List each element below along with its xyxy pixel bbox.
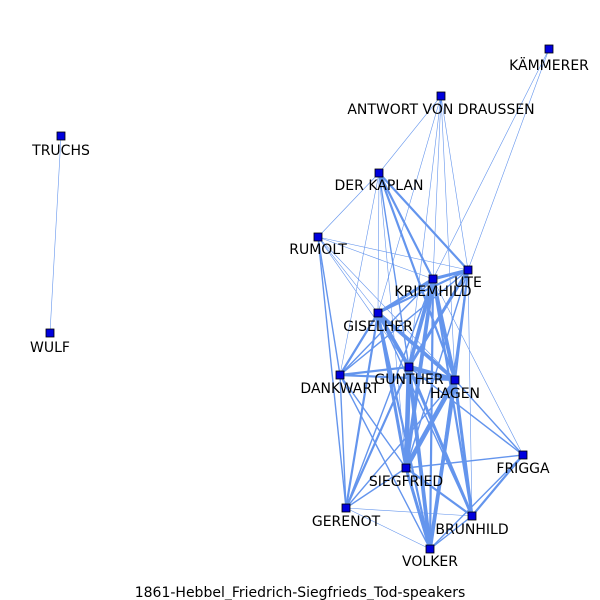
edge-ute-dankwart: [339, 269, 469, 376]
node-label-frigga: FRIGGA: [496, 461, 550, 477]
edge-gunther-brunhild: [407, 365, 474, 518]
edge-kaplan-hagen: [377, 171, 457, 382]
node-kammerer: [544, 44, 554, 54]
edge-siegfried-volker: [404, 466, 432, 551]
node-label-wulf: WULF: [30, 340, 70, 356]
node-frigga: [518, 450, 528, 460]
node-gerenot: [341, 503, 351, 513]
edge-truchs-wulf: [49, 135, 62, 334]
edges-layer: [49, 48, 550, 551]
edge-rumolt-ute: [317, 236, 469, 271]
edge-hagen-dankwart: [338, 373, 457, 382]
edge-antwort-ute: [440, 95, 469, 271]
edge-giselher-hagen: [376, 311, 457, 382]
node-label-dankwart: DANKWART: [300, 381, 380, 397]
edge-antwort-gunther: [408, 95, 442, 368]
node-truchs: [56, 131, 66, 141]
edge-giselher-gerenot: [344, 311, 380, 510]
edge-frigga-volker: [429, 454, 524, 550]
edge-kaplan-kriemhild: [377, 171, 435, 281]
edge-brunhild-gerenot: [345, 507, 473, 517]
edge-kaplan-ute: [377, 171, 470, 272]
edge-gunther-dankwart: [338, 365, 411, 377]
node-ute: [463, 265, 473, 275]
node-label-giselher: GISELHER: [343, 319, 413, 335]
node-siegfried: [401, 463, 411, 473]
edge-gunther-gerenot: [344, 365, 411, 510]
node-label-kriemhild: KRIEMHILD: [394, 284, 471, 300]
node-label-volker: VOLKER: [402, 554, 458, 570]
node-brunhild: [467, 511, 477, 521]
edge-hagen-frigga: [454, 379, 524, 456]
edge-rumolt-kriemhild: [317, 236, 434, 280]
edge-kammerer-ute: [467, 48, 550, 271]
node-label-gunther: GUNTHER: [374, 372, 443, 388]
edge-hagen-siegfried: [403, 377, 458, 471]
edge-siegfried-frigga: [405, 454, 524, 469]
edge-rumolt-gerenot: [317, 236, 347, 509]
edge-rumolt-gunther: [317, 236, 410, 368]
node-label-antwort: ANTWORT VON DRAUSSEN: [347, 102, 534, 118]
edge-hagen-gerenot: [345, 379, 456, 509]
edge-hagen-brunhild: [453, 378, 474, 518]
node-label-siegfried: SIEGFRIED: [369, 474, 443, 490]
nodes-layer: [45, 44, 554, 554]
edge-antwort-kaplan: [378, 95, 442, 174]
node-label-truchs: TRUCHS: [31, 143, 90, 159]
node-label-rumolt: RUMOLT: [289, 242, 347, 258]
graph-title: 1861-Hebbel_Friedrich-Siegfrieds_Tod-spe…: [135, 585, 466, 600]
edge-gunther-hagen: [406, 364, 458, 383]
node-label-gerenot: GERENOT: [312, 514, 381, 530]
edge-ute-brunhild: [467, 269, 473, 517]
edge-giselher-volker: [376, 311, 432, 551]
node-label-kaplan: DER KAPLAN: [335, 178, 424, 194]
edge-ute-giselher: [376, 268, 470, 315]
edge-kaplan-rumolt: [317, 172, 380, 238]
edge-siegfried-brunhild: [404, 466, 474, 518]
node-dankwart: [335, 370, 345, 380]
edge-kaplan-dankwart: [339, 172, 380, 376]
node-antwort: [436, 91, 446, 101]
node-label-brunhild: BRUNHILD: [435, 522, 508, 538]
edge-giselher-gunther: [376, 311, 411, 369]
node-label-hagen: HAGEN: [430, 386, 480, 402]
node-gunther: [404, 362, 414, 372]
node-kriemhild: [428, 274, 438, 284]
labels-layer: KÄMMERER ANTWORT VON DRAUSSEN TRUCHS DER KA…: [30, 56, 589, 570]
node-volker: [425, 544, 435, 554]
edge-gunther-siegfried: [403, 364, 412, 471]
edge-kriemhild-frigga: [432, 278, 524, 456]
edge-antwort-hagen: [440, 95, 456, 381]
edge-antwort-kriemhild: [432, 95, 442, 280]
node-wulf: [45, 328, 55, 338]
node-kaplan: [374, 168, 384, 178]
edge-gunther-frigga: [408, 366, 524, 456]
edge-kriemhild-volker: [428, 277, 435, 551]
edge-volker-gerenot: [345, 507, 431, 550]
edge-siegfried-gerenot: [345, 467, 407, 509]
edge-rumolt-dankwart: [317, 236, 341, 376]
edge-brunhild-volker: [429, 515, 473, 550]
node-rumolt: [313, 232, 323, 242]
node-giselher: [373, 308, 383, 318]
edge-kammerer-kriemhild: [432, 48, 550, 280]
edge-kriemhild-gerenot: [345, 278, 434, 509]
node-label-ute: UTE: [454, 275, 482, 291]
edge-frigga-brunhild: [470, 453, 525, 518]
edge-kaplan-giselher: [377, 172, 380, 314]
edge-gunther-volker: [407, 365, 432, 551]
edge-giselher-dankwart: [338, 311, 380, 377]
node-hagen: [450, 375, 460, 385]
edge-dankwart-volker: [339, 374, 431, 550]
edge-dankwart-gerenot: [339, 374, 347, 509]
edge-dankwart-siegfried: [339, 374, 407, 469]
edge-kriemhild-siegfried: [404, 277, 435, 470]
edge-ute-kriemhild: [431, 268, 470, 281]
edge-rumolt-giselher: [317, 236, 379, 314]
edge-kriemhild-giselher: [376, 277, 435, 315]
node-label-kammerer: KÄMMERER: [509, 56, 589, 74]
